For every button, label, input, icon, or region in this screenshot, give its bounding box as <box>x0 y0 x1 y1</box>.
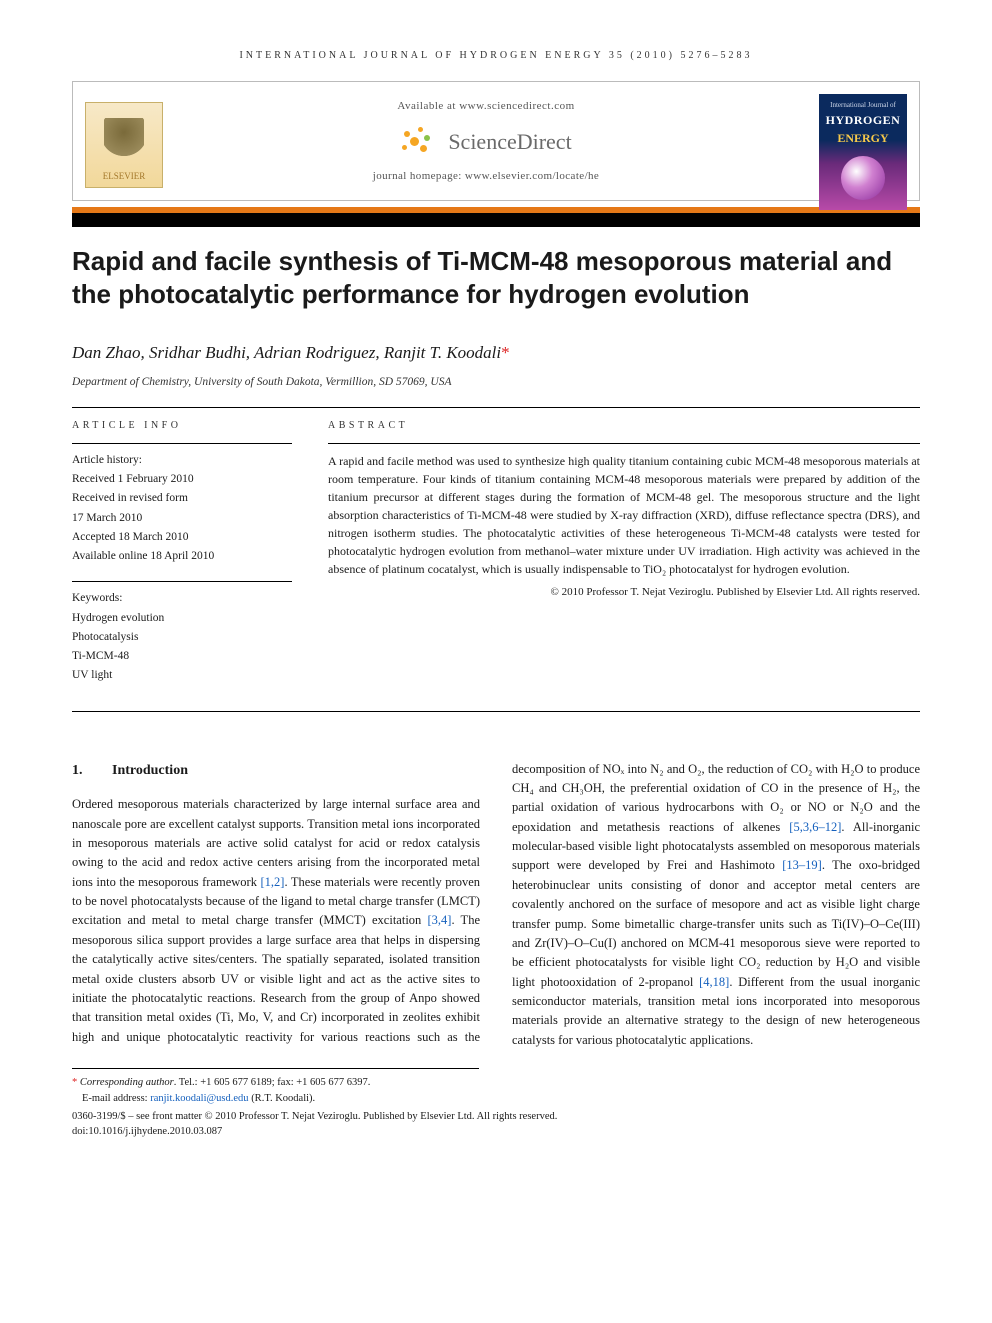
article-info-heading: ARTICLE INFO <box>72 418 292 433</box>
citation-link[interactable]: [4,18] <box>699 975 729 989</box>
body-text-frag: . The oxo-bridged heterobinuclear units … <box>512 858 920 988</box>
citation-link[interactable]: [13–19] <box>782 858 822 872</box>
footnotes: * * Corresponding author. Tel.: +1 605 6… <box>72 1068 479 1107</box>
cover-line3: ENERGY <box>825 129 901 147</box>
authors-line: Dan Zhao, Sridhar Budhi, Adrian Rodrigue… <box>72 340 920 366</box>
sciencedirect-logo: ScienceDirect <box>400 125 571 158</box>
body-text: 1.Introduction Ordered mesoporous materi… <box>72 760 920 1051</box>
keyword-2: Photocatalysis <box>72 629 292 646</box>
journal-homepage: journal homepage: www.elsevier.com/locat… <box>183 168 789 185</box>
elsevier-logo: ELSEVIER <box>85 102 163 188</box>
keyword-1: Hydrogen evolution <box>72 610 292 627</box>
body-paragraph: Ordered mesoporous materials characteriz… <box>72 760 920 1051</box>
journal-header: ELSEVIER International Journal of HYDROG… <box>72 81 920 201</box>
elsevier-label: ELSEVIER <box>103 170 146 184</box>
doi-line: doi:10.1016/j.ijhydene.2010.03.087 <box>72 1124 920 1140</box>
keyword-3: Ti-MCM-48 <box>72 648 292 665</box>
front-matter: 0360-3199/$ – see front matter © 2010 Pr… <box>72 1109 920 1141</box>
authors-names: Dan Zhao, Sridhar Budhi, Adrian Rodrigue… <box>72 343 501 362</box>
citation-link[interactable]: [1,2] <box>261 875 285 889</box>
body-text-frag: . The mesoporous silica support provides… <box>72 913 480 1043</box>
sciencedirect-wordmark: ScienceDirect <box>448 125 571 158</box>
article-title: Rapid and facile synthesis of Ti-MCM-48 … <box>72 245 920 310</box>
cover-orb-graphic <box>841 156 885 200</box>
section-1-number: 1. <box>72 760 112 782</box>
email-label: E-mail address: <box>82 1093 150 1104</box>
info-rule-1 <box>72 443 292 444</box>
keywords-label: Keywords: <box>72 590 292 607</box>
affiliation: Department of Chemistry, University of S… <box>72 374 920 391</box>
history-received: Received 1 February 2010 <box>72 471 292 488</box>
abs-rule <box>328 443 920 444</box>
available-at: Available at www.sciencedirect.com <box>183 98 789 115</box>
history-revised-1: Received in revised form <box>72 490 292 507</box>
elsevier-tree-icon <box>104 118 144 166</box>
abstract-copyright: © 2010 Professor T. Nejat Veziroglu. Pub… <box>328 584 920 601</box>
article-info-column: ARTICLE INFO Article history: Received 1… <box>72 418 292 701</box>
info-top-rule <box>72 407 920 408</box>
history-label: Article history: <box>72 452 292 469</box>
section-1-title: Introduction <box>112 763 188 778</box>
email-line: E-mail address: ranjit.koodali@usd.edu (… <box>72 1091 479 1107</box>
history-accepted: Accepted 18 March 2010 <box>72 529 292 546</box>
info-bottom-rule <box>72 711 920 712</box>
running-head: INTERNATIONAL JOURNAL OF HYDROGEN ENERGY… <box>72 48 920 63</box>
history-online: Available online 18 April 2010 <box>72 548 292 565</box>
cover-line2: HYDROGEN <box>825 111 901 129</box>
history-revised-2: 17 March 2010 <box>72 510 292 527</box>
cover-line1: International Journal of <box>825 100 901 111</box>
journal-cover-thumbnail: International Journal of HYDROGEN ENERGY <box>819 94 907 210</box>
corr-visible: Corresponding author. Tel.: +1 605 677 6… <box>80 1077 371 1088</box>
corresponding-asterisk: * <box>501 343 510 362</box>
abstract-text: A rapid and facile method was used to sy… <box>328 452 920 578</box>
citation-link[interactable]: [5,3,6–12] <box>789 820 841 834</box>
keyword-4: UV light <box>72 667 292 684</box>
section-1-heading: 1.Introduction <box>72 760 480 782</box>
corresponding-author-note: * * Corresponding author. Tel.: +1 605 6… <box>72 1075 479 1091</box>
info-rule-2 <box>72 581 292 582</box>
front-matter-line: 0360-3199/$ – see front matter © 2010 Pr… <box>72 1109 920 1125</box>
email-tail: (R.T. Koodali). <box>249 1093 316 1104</box>
abstract-heading: ABSTRACT <box>328 418 920 433</box>
abstract-column: ABSTRACT A rapid and facile method was u… <box>328 418 920 701</box>
citation-link[interactable]: [3,4] <box>428 913 452 927</box>
black-divider <box>72 213 920 227</box>
sciencedirect-dots-icon <box>400 127 440 155</box>
email-link[interactable]: ranjit.koodali@usd.edu <box>150 1093 248 1104</box>
